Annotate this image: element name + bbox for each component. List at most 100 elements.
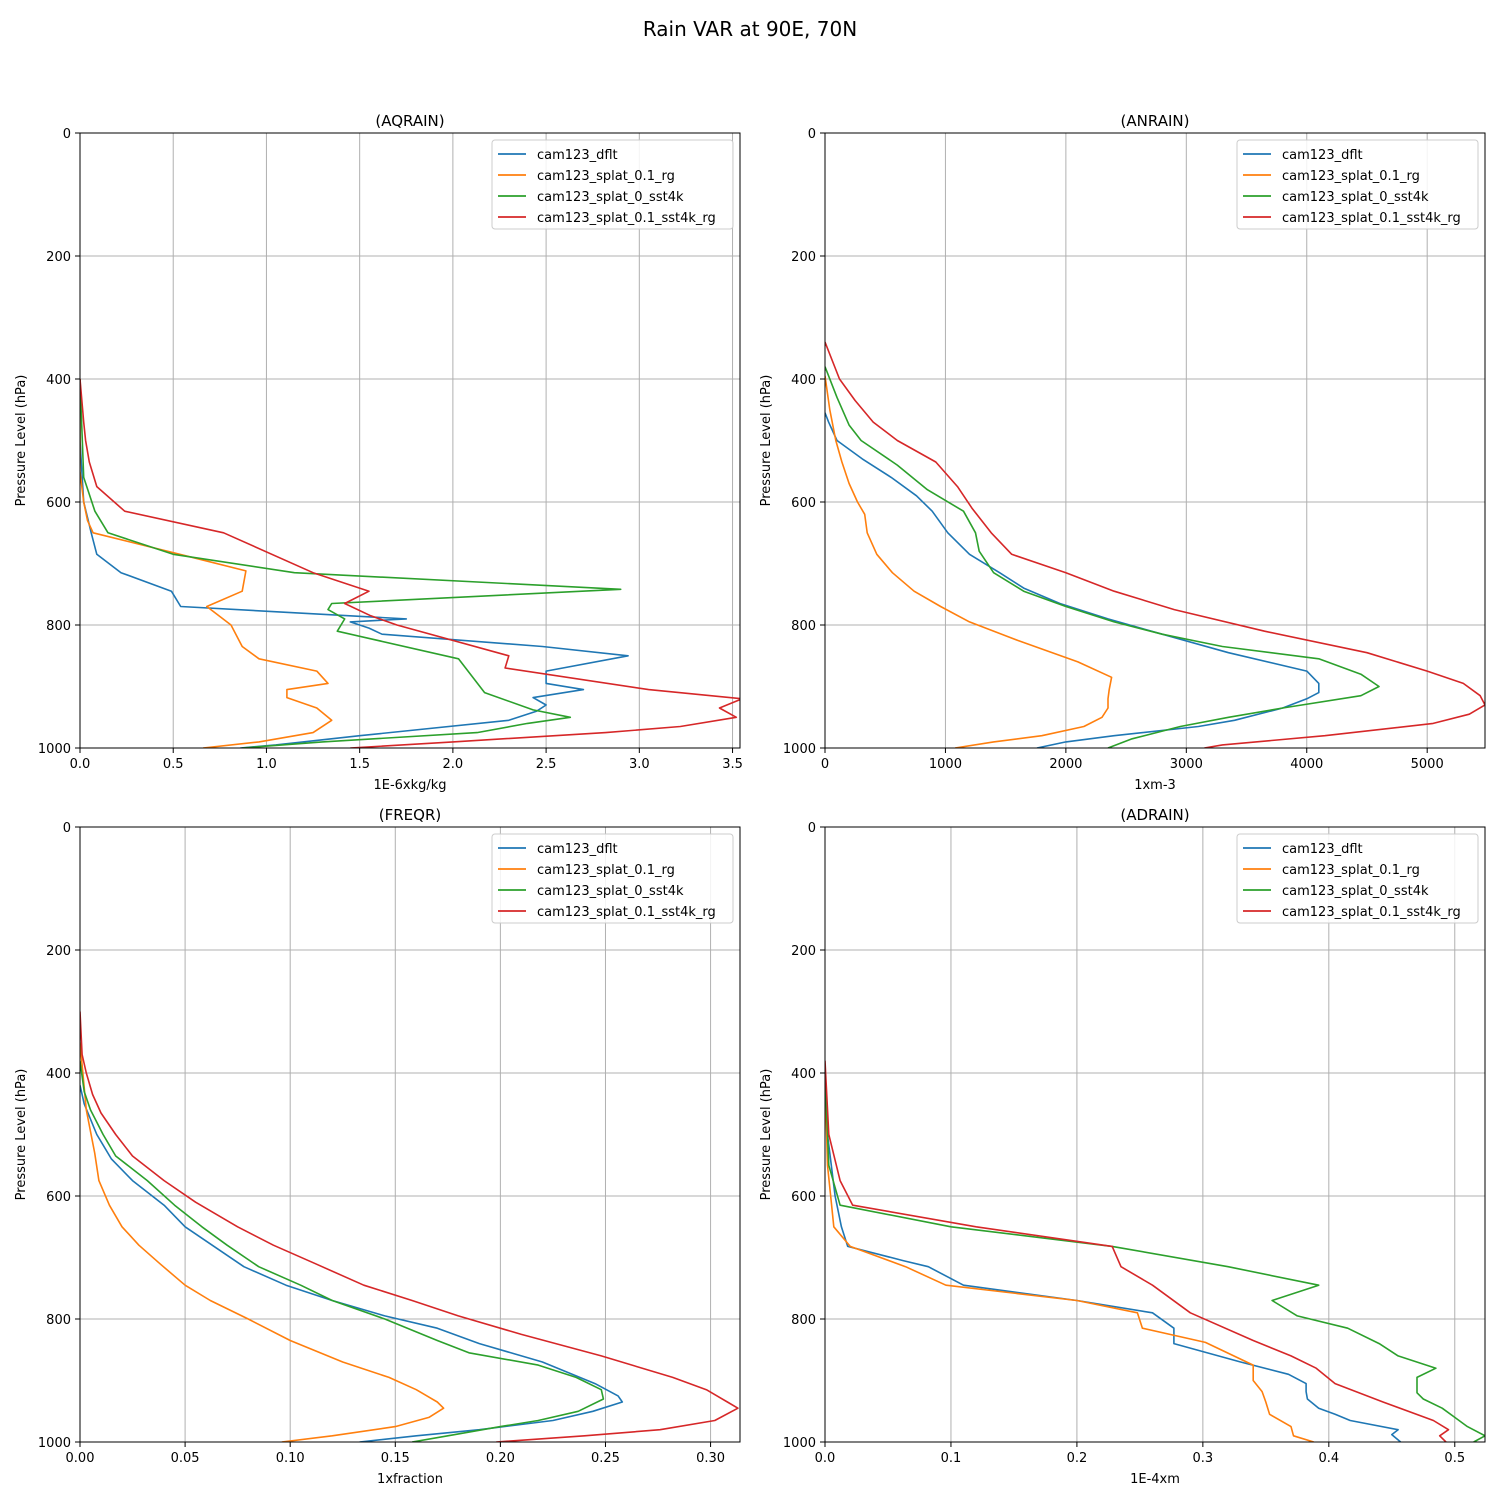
legend: cam123_dflt cam123_splat_0.1_rg cam123_spl… bbox=[491, 833, 734, 924]
legend-label-1: cam123_dflt bbox=[537, 148, 618, 163]
x-tick-label: 0.2 bbox=[1067, 1451, 1088, 1466]
x-tick-label: 3.5 bbox=[722, 757, 743, 772]
legend-box bbox=[1236, 139, 1479, 230]
legend: cam123_dflt cam123_splat_0.1_rg cam123_spl… bbox=[1236, 139, 1479, 230]
subplot-3: 0.00 0.05 0.10 0.15 0.20 0.25 0.30 0 200 400 600 80… bbox=[14, 806, 741, 1487]
series-line-1 bbox=[825, 412, 1320, 748]
x-tick-label: 0.5 bbox=[163, 757, 184, 772]
x-tick-label: 5000 bbox=[1411, 757, 1444, 772]
x-tick-label: 0.05 bbox=[171, 1451, 200, 1466]
series-line-2 bbox=[80, 1042, 445, 1442]
series-line-1 bbox=[825, 1072, 1402, 1442]
x-tick-label: 0.1 bbox=[941, 1451, 962, 1466]
figure-title: Rain VAR at 90E, 70N bbox=[643, 17, 857, 41]
plot-frame bbox=[824, 132, 1486, 749]
series-line-3 bbox=[825, 1072, 1485, 1442]
plot-frame bbox=[79, 132, 741, 749]
y-tick-label: 200 bbox=[791, 250, 816, 265]
x-tick-label: 0.10 bbox=[276, 1451, 305, 1466]
x-tick-label: 0.3 bbox=[1193, 1451, 1214, 1466]
y-tick-label: 0 bbox=[63, 821, 71, 836]
y-axis-label: Pressure Level (hPa) bbox=[14, 1069, 29, 1201]
series-line-2 bbox=[825, 375, 1113, 748]
x-tick-label: 1000 bbox=[929, 757, 962, 772]
legend-label-3: cam123_splat_0_sst4k bbox=[1282, 190, 1429, 205]
x-tick-label: 1.5 bbox=[349, 757, 370, 772]
x-tick-label: 2.5 bbox=[536, 757, 557, 772]
plot-frame bbox=[824, 826, 1486, 1443]
subplot-title: (ANRAIN) bbox=[1121, 112, 1190, 130]
x-tick-label: 0.5 bbox=[1444, 1451, 1465, 1466]
series-line-4 bbox=[80, 378, 740, 748]
legend-label-3: cam123_splat_0_sst4k bbox=[1282, 884, 1429, 899]
series-line-2 bbox=[825, 1072, 1314, 1442]
y-tick-label: 400 bbox=[46, 373, 71, 388]
y-axis-label: Pressure Level (hPa) bbox=[14, 375, 29, 507]
x-axis-label: 1xfraction bbox=[377, 1472, 443, 1487]
y-tick-label: 1000 bbox=[38, 1436, 71, 1451]
legend-label-2: cam123_splat_0.1_rg bbox=[537, 169, 675, 184]
x-tick-label: 0.25 bbox=[591, 1451, 620, 1466]
legend-label-1: cam123_dflt bbox=[1282, 148, 1363, 163]
x-axis-label: 1E-4xm bbox=[1130, 1472, 1180, 1487]
y-tick-label: 800 bbox=[46, 1313, 71, 1328]
x-tick-label: 0.30 bbox=[696, 1451, 725, 1466]
y-tick-label: 400 bbox=[46, 1067, 71, 1082]
y-tick-label: 800 bbox=[791, 619, 816, 634]
series-line-4 bbox=[80, 1011, 739, 1442]
series-line-3 bbox=[80, 1060, 605, 1442]
legend-label-1: cam123_dflt bbox=[537, 842, 618, 857]
y-tick-label: 1000 bbox=[783, 742, 816, 757]
x-tick-label: 0.15 bbox=[381, 1451, 410, 1466]
subplot-title: (AQRAIN) bbox=[375, 112, 444, 130]
y-tick-label: 400 bbox=[791, 373, 816, 388]
y-axis-label: Pressure Level (hPa) bbox=[759, 375, 774, 507]
x-tick-label: 0 bbox=[821, 757, 829, 772]
series-line-3 bbox=[80, 378, 622, 748]
series-line-2 bbox=[80, 379, 333, 748]
series-line-3 bbox=[825, 366, 1380, 748]
legend-box bbox=[1236, 833, 1479, 924]
legend-label-1: cam123_dflt bbox=[1282, 842, 1363, 857]
legend-label-3: cam123_splat_0_sst4k bbox=[537, 884, 684, 899]
legend-label-3: cam123_splat_0_sst4k bbox=[537, 190, 684, 205]
legend-box bbox=[491, 833, 734, 924]
x-axis-label: 1E-6xkg/kg bbox=[373, 778, 446, 793]
y-tick-label: 0 bbox=[63, 127, 71, 142]
legend-label-2: cam123_splat_0.1_rg bbox=[537, 863, 675, 878]
x-tick-label: 2.0 bbox=[443, 757, 464, 772]
x-tick-label: 3000 bbox=[1170, 757, 1203, 772]
legend-label-4: cam123_splat_0.1_sst4k_rg bbox=[1282, 905, 1461, 920]
x-tick-label: 1.0 bbox=[256, 757, 277, 772]
legend-label-4: cam123_splat_0.1_sst4k_rg bbox=[1282, 211, 1461, 226]
x-tick-label: 0.0 bbox=[70, 757, 91, 772]
y-tick-label: 0 bbox=[808, 821, 816, 836]
y-tick-label: 600 bbox=[46, 496, 71, 511]
x-tick-label: 0.00 bbox=[66, 1451, 95, 1466]
series-line-1 bbox=[80, 1085, 624, 1442]
legend-label-2: cam123_splat_0.1_rg bbox=[1282, 863, 1420, 878]
legend-label-4: cam123_splat_0.1_sst4k_rg bbox=[537, 211, 716, 226]
x-tick-label: 2000 bbox=[1049, 757, 1082, 772]
y-tick-label: 600 bbox=[791, 1190, 816, 1205]
y-tick-label: 800 bbox=[46, 619, 71, 634]
y-tick-label: 1000 bbox=[783, 1436, 816, 1451]
legend: cam123_dflt cam123_splat_0.1_rg cam123_spl… bbox=[1236, 833, 1479, 924]
x-tick-label: 4000 bbox=[1290, 757, 1323, 772]
y-tick-label: 200 bbox=[791, 944, 816, 959]
x-tick-label: 3.0 bbox=[629, 757, 650, 772]
plot-frame bbox=[79, 826, 741, 1443]
y-tick-label: 400 bbox=[791, 1067, 816, 1082]
legend: cam123_dflt cam123_splat_0.1_rg cam123_spl… bbox=[491, 139, 734, 230]
subplot-title: (FREQR) bbox=[379, 806, 441, 824]
x-axis-label: 1xm-3 bbox=[1134, 778, 1176, 793]
x-tick-label: 0.20 bbox=[486, 1451, 515, 1466]
y-tick-label: 0 bbox=[808, 127, 816, 142]
legend-box bbox=[491, 139, 734, 230]
y-tick-label: 800 bbox=[791, 1313, 816, 1328]
series-line-4 bbox=[825, 1060, 1450, 1442]
x-tick-label: 0.0 bbox=[815, 1451, 836, 1466]
legend-label-4: cam123_splat_0.1_sst4k_rg bbox=[537, 905, 716, 920]
subplot-1: 0.0 0.5 1.0 1.5 2.0 2.5 3.0 3.5 0 200 400 600 800 100… bbox=[14, 112, 743, 793]
